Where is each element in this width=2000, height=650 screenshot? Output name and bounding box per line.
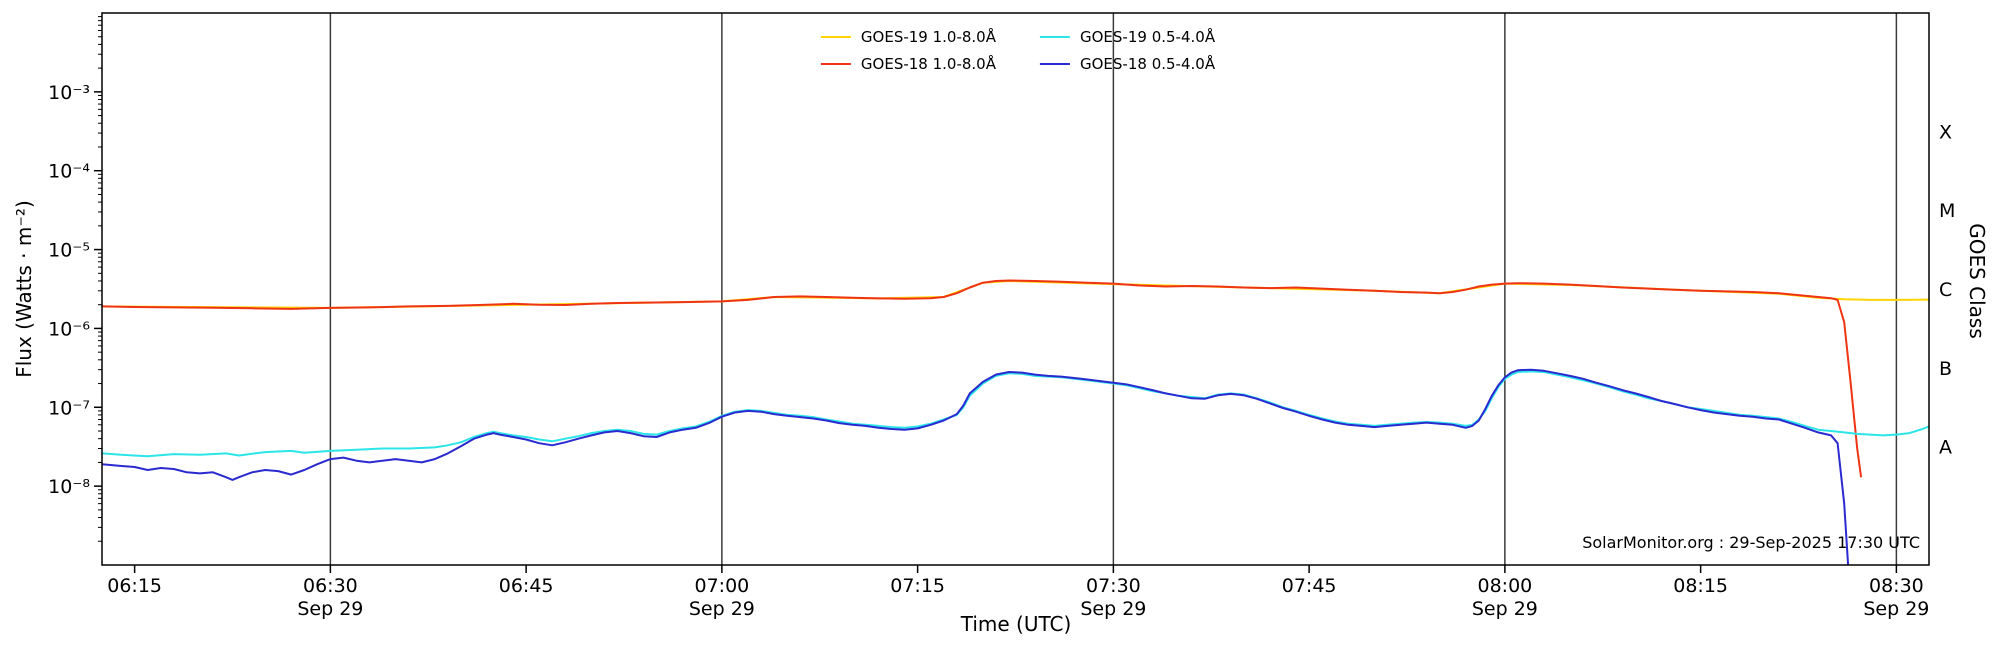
x-tick-label: 07:15 [890, 575, 945, 597]
goes-class-letter-A: A [1939, 437, 1952, 459]
y-tick-label: 10⁻⁷ [48, 397, 90, 419]
legend-entry-goes18-short: GOES-18 0.5-4.0Å [1040, 55, 1215, 73]
goes-class-letter-M: M [1939, 200, 1955, 222]
source-annotation: SolarMonitor.org : 29-Sep-2025 17:30 UTC [1582, 533, 1920, 552]
x-tick-label: 06:15 [107, 575, 162, 597]
y-axis-label: Flux (Watts · m⁻²) [12, 200, 36, 378]
legend-line-sample-goes18-short [1040, 62, 1070, 66]
legend-label-goes18-short: GOES-18 0.5-4.0Å [1080, 55, 1216, 73]
legend-line-sample-goes18-long [820, 62, 851, 66]
y-tick-label: 10⁻⁸ [48, 476, 90, 498]
x-tick-label: 08:30 [1869, 575, 1924, 597]
legend: GOES-19 1.0-8.0Å GOES-18 1.0-8.0Å GOES-1… [820, 28, 1215, 73]
legend-entry-goes19-short: GOES-19 0.5-4.0Å [1040, 28, 1215, 46]
x-tick-date-label: Sep 29 [689, 598, 755, 620]
plot-border [101, 12, 1930, 566]
x-tick-label: 06:30 [303, 575, 358, 597]
flux-series-group [102, 279, 1929, 565]
legend-label-goes18-long: GOES-18 1.0-8.0Å [860, 55, 996, 73]
y-tick-label: 10⁻³ [48, 82, 90, 104]
goes-class-letter-B: B [1939, 358, 1952, 380]
x-tick-date-label: Sep 29 [1472, 598, 1538, 620]
x-tick-label: 06:45 [499, 575, 554, 597]
x-tick-date-label: Sep 29 [1863, 598, 1929, 620]
series-goes18-short [102, 368, 1850, 565]
goes-class-letter-C: C [1939, 279, 1952, 301]
minor-ticks [98, 16, 102, 542]
x-tick-label: 07:00 [694, 575, 749, 597]
series-goes19-long [102, 280, 1929, 309]
x-tick-label: 08:15 [1673, 575, 1728, 597]
x-tick-date-label: Sep 29 [1080, 598, 1146, 620]
series-goes19-short [102, 370, 1929, 458]
x-tick-label: 08:00 [1477, 575, 1532, 597]
legend-line-sample-goes19-short [1040, 35, 1070, 39]
goes-class-letter-X: X [1939, 121, 1952, 143]
x-tick-label: 07:30 [1086, 575, 1141, 597]
legend-label-goes19-long: GOES-19 1.0-8.0Å [860, 28, 996, 46]
goes-class-axis-label: GOES Class [1965, 223, 1989, 339]
y-tick-label: 10⁻⁶ [48, 318, 90, 340]
x-tick-label: 07:45 [1282, 575, 1337, 597]
major-ticks [94, 91, 1898, 573]
legend-entry-goes19-long: GOES-19 1.0-8.0Å [820, 28, 996, 46]
x-axis-label: Time (UTC) [960, 612, 1072, 636]
x-tick-date-label: Sep 29 [297, 598, 363, 620]
series-goes18-long [102, 279, 1863, 478]
y-tick-label: 10⁻⁴ [48, 161, 90, 183]
legend-line-sample-goes19-long [820, 35, 851, 39]
halfhour-gridlines [329, 13, 1898, 565]
legend-entry-goes18-long: GOES-18 1.0-8.0Å [820, 55, 996, 73]
y-tick-label: 10⁻⁵ [48, 240, 90, 262]
legend-label-goes19-short: GOES-19 0.5-4.0Å [1080, 28, 1216, 46]
